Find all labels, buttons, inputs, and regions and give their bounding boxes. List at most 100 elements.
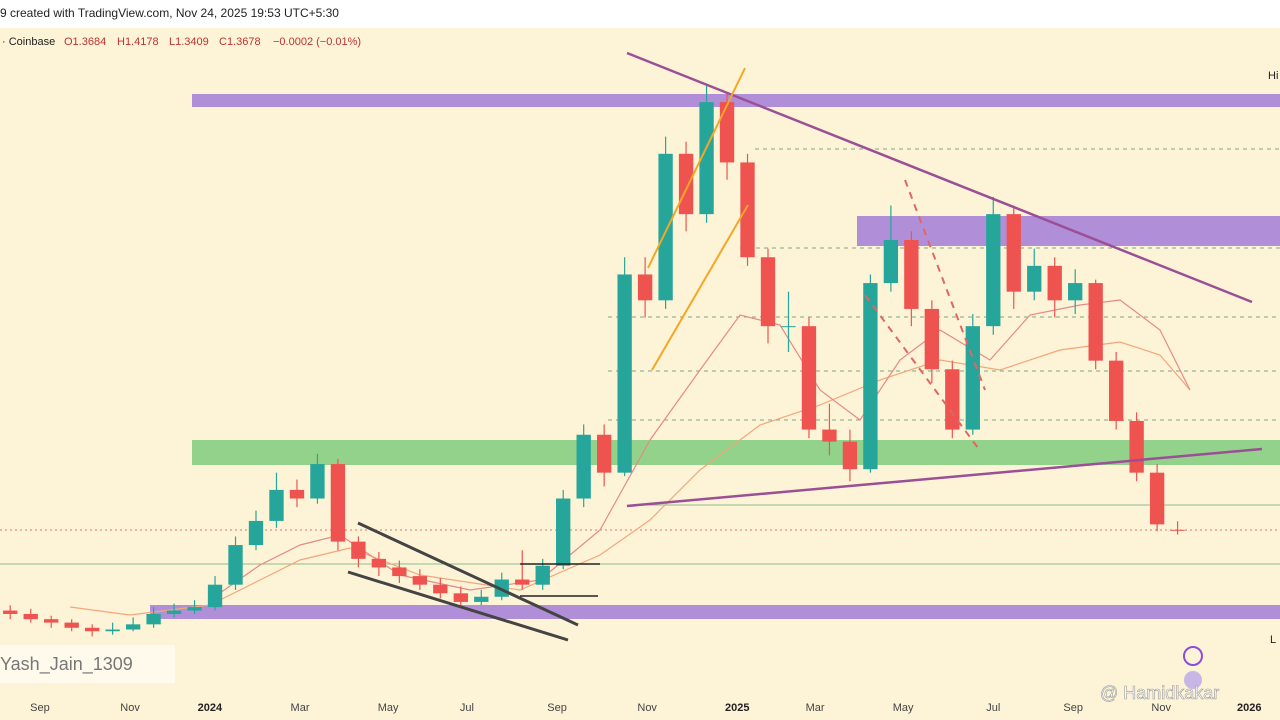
candle-body — [965, 326, 980, 430]
wedge-line — [357, 521, 579, 627]
candle-body — [1170, 529, 1185, 531]
candle-body — [248, 520, 264, 546]
candle-body — [658, 153, 673, 301]
candles — [3, 84, 1185, 637]
candle-body — [1068, 283, 1083, 301]
x-tick-label: 2025 — [725, 702, 749, 714]
candle-body — [1027, 265, 1042, 292]
x-tick-label: Mar — [291, 702, 310, 714]
resistance-zone — [192, 94, 1280, 107]
trend-line — [626, 447, 1263, 508]
icon — [1184, 671, 1202, 689]
candle-body — [576, 434, 591, 499]
candle-body — [105, 629, 120, 632]
support-zone — [150, 605, 1280, 619]
x-tick-label: Nov — [637, 702, 657, 714]
candle-body — [760, 257, 776, 327]
candle-body — [166, 610, 182, 614]
ohlc-change: −0.0002 (−0.01%) — [273, 36, 361, 48]
candle-body — [1006, 214, 1021, 292]
candle-body — [1047, 265, 1062, 301]
candle-body — [904, 239, 919, 309]
x-tick-label: Nov — [120, 702, 140, 714]
x-tick-label: May — [893, 702, 914, 714]
candle-body — [699, 102, 714, 215]
zones — [0, 94, 1280, 619]
candle-body — [371, 558, 387, 568]
candle-body — [617, 274, 632, 473]
candle-body — [719, 102, 735, 163]
candle-body — [883, 239, 899, 284]
x-tick-label: Nov — [1151, 702, 1171, 714]
icon — [1183, 646, 1203, 666]
ohlc-low: L1.3409 — [169, 36, 209, 48]
candle-body — [842, 441, 858, 470]
candle-body — [1129, 420, 1144, 473]
candle-body — [863, 283, 878, 470]
drawings — [347, 51, 1263, 642]
candle-body — [986, 214, 1001, 327]
candle-body — [1088, 283, 1103, 361]
candle-body — [392, 567, 407, 577]
candle-body — [330, 464, 346, 542]
ohlc-close: C1.3678 — [219, 36, 261, 48]
candle-body — [351, 541, 366, 559]
zone-label: Hi — [1268, 70, 1278, 82]
candle-body — [64, 622, 79, 628]
x-tick-label: Jul — [460, 702, 474, 714]
x-tick-label: Mar — [806, 702, 825, 714]
candle-body — [125, 624, 141, 630]
x-tick-label: Jul — [986, 702, 1000, 714]
candle-body — [535, 565, 550, 585]
watermark-box — [0, 645, 175, 683]
x-tick-label: May — [378, 702, 399, 714]
caption: 9 created with TradingView.com, Nov 24, … — [0, 6, 339, 20]
candle-body — [289, 489, 305, 499]
candle-body — [453, 593, 468, 602]
levels — [608, 148, 1280, 421]
zone-label: L — [1270, 634, 1276, 646]
x-tick-label: Sep — [547, 702, 567, 714]
candle-body — [44, 619, 59, 623]
candle-body — [187, 607, 202, 611]
candle-body — [801, 326, 817, 430]
candle-body — [146, 613, 161, 625]
x-tick-label: Sep — [30, 702, 50, 714]
candle-body — [412, 576, 428, 585]
candle-body — [781, 326, 796, 328]
wedge-line — [347, 570, 569, 642]
ohlc-open: O1.3684 — [64, 36, 106, 48]
candle-body — [945, 369, 960, 430]
ohlc-high: H1.4178 — [117, 36, 159, 48]
moving-average — [69, 341, 1191, 616]
candle-body — [3, 610, 18, 614]
caption-bar — [0, 0, 1280, 28]
candle-body — [515, 579, 530, 585]
x-axis: Sep Nov 2024 Mar May Jul Sep Nov 2025 Mar May Jul Se… — [30, 702, 1261, 714]
candle-body — [269, 489, 284, 521]
dashed-channel — [904, 179, 986, 391]
candle-body — [637, 274, 653, 301]
candle-body — [23, 613, 38, 620]
watermark: Yash_Jain_1309 — [0, 654, 133, 675]
x-tick-label: 2024 — [198, 702, 223, 714]
channel-line — [647, 67, 746, 269]
candle-body — [740, 162, 755, 258]
x-tick-label: Sep — [1063, 702, 1083, 714]
candle-body — [822, 429, 837, 442]
dashed-channel — [864, 294, 979, 449]
credit: @ Hamidkakar — [1100, 683, 1219, 703]
exchange: · Coinbase — [2, 36, 55, 48]
trend-line — [626, 51, 1253, 304]
candle-body — [924, 308, 940, 370]
support-zone — [192, 440, 1280, 465]
candle-body — [596, 434, 612, 473]
candle-body — [1149, 472, 1165, 525]
candle-body — [678, 153, 694, 215]
candle-body — [228, 545, 243, 585]
x-tick-label: 2026 — [1237, 702, 1261, 714]
candle-body — [1108, 360, 1124, 421]
candle-body — [310, 464, 325, 499]
candle-body — [474, 596, 489, 602]
